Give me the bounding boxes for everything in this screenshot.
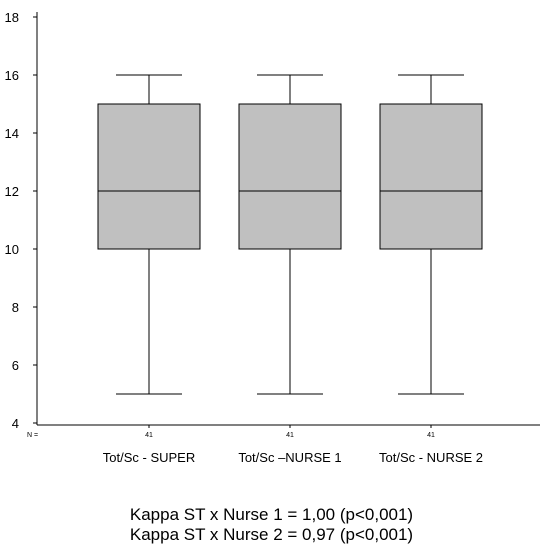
iqr-box (238, 103, 342, 250)
n-value: 41 (427, 432, 435, 439)
y-tick-label: 18 (5, 10, 19, 25)
y-tick-label: 12 (5, 184, 19, 199)
x-axis-labels: N = 41 Tot/Sc - SUPER 41 Tot/Sc –NURSE 1 41 To… (27, 425, 483, 465)
box-plot-1 (97, 74, 201, 395)
category-label: Tot/Sc - NURSE 2 (379, 450, 483, 465)
n-label: N = (27, 432, 38, 439)
category-label: Tot/Sc - SUPER (103, 450, 195, 465)
box-series (97, 74, 483, 395)
y-tick-label: 8 (12, 300, 19, 315)
chart-axes (36, 12, 540, 426)
kappa-footer: Kappa ST x Nurse 1 = 1,00 (p<0,001) Kapp… (0, 505, 543, 545)
y-tick-label: 6 (12, 358, 19, 373)
box-plot-2 (238, 74, 342, 395)
box-plot-chart: 4 6 8 10 12 14 16 18 N = 41 Tot/Sc - SUPER 41 Tot/S… (5, 10, 540, 465)
y-axis-ticks: 4 6 8 10 12 14 16 18 (5, 10, 37, 431)
y-tick-label: 14 (5, 126, 19, 141)
y-tick-label: 10 (5, 242, 19, 257)
iqr-box (379, 103, 483, 250)
kappa-nurse1-text: Kappa ST x Nurse 1 = 1,00 (p<0,001) (129, 505, 414, 524)
box-plot-3 (379, 74, 483, 395)
category-label: Tot/Sc –NURSE 1 (238, 450, 341, 465)
n-value: 41 (145, 432, 153, 439)
n-value: 41 (286, 432, 294, 439)
y-tick-label: 16 (5, 68, 19, 83)
iqr-box (97, 103, 201, 250)
y-tick-label: 4 (12, 416, 19, 431)
kappa-nurse2-text: Kappa ST x Nurse 2 = 0,97 (p<0,001) (129, 525, 414, 544)
